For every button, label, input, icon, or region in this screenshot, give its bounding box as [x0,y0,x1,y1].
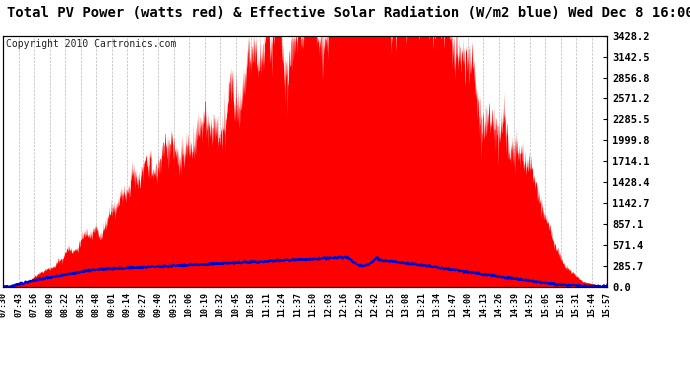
Text: Copyright 2010 Cartronics.com: Copyright 2010 Cartronics.com [6,39,177,50]
Text: Total PV Power (watts red) & Effective Solar Radiation (W/m2 blue) Wed Dec 8 16:: Total PV Power (watts red) & Effective S… [7,6,690,20]
